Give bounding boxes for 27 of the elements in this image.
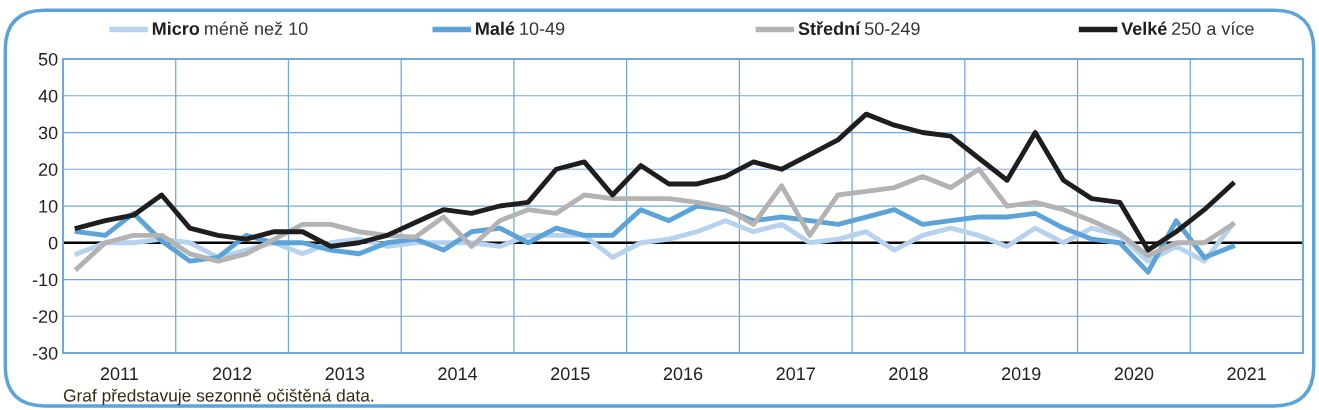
y-tick-label: 20: [38, 163, 58, 176]
y-tick-label: 40: [38, 89, 58, 103]
x-tick-label: 2018: [889, 367, 928, 381]
x-tick-label: 2017: [776, 367, 815, 381]
x-tick-label: 2012: [212, 367, 252, 381]
y-tick-label: 0: [48, 236, 58, 250]
y-tick-label: -10: [32, 273, 58, 287]
legend-label: Velké 250 a více: [1121, 21, 1254, 36]
y-tick-label: 10: [39, 199, 58, 213]
legend-label: Střední 50-249: [798, 21, 920, 36]
text: Graf představuje sezonně očištěná data.: [63, 388, 374, 406]
x-tick-label: 2021: [1227, 367, 1266, 381]
x-tick-label: 2020: [1114, 367, 1154, 381]
y-tick-label: -20: [32, 310, 58, 323]
x-tick-label: 2015: [551, 367, 590, 381]
x-tick-label: 2013: [325, 367, 365, 381]
x-tick-label: 2014: [438, 367, 478, 381]
y-tick-label: -30: [32, 346, 58, 360]
y-tick-label: 50: [38, 52, 58, 66]
legend-label: Malé 10-49: [476, 21, 565, 36]
line-series: [74, 166, 1235, 271]
x-tick-label: 2019: [1002, 367, 1041, 381]
x-tick-label: 2016: [663, 367, 703, 381]
line-series: [74, 111, 1235, 253]
x-tick-label: 2011: [100, 367, 138, 381]
legend-label: Micro méně než 10: [152, 21, 308, 36]
y-tick-label: 30: [38, 126, 58, 140]
